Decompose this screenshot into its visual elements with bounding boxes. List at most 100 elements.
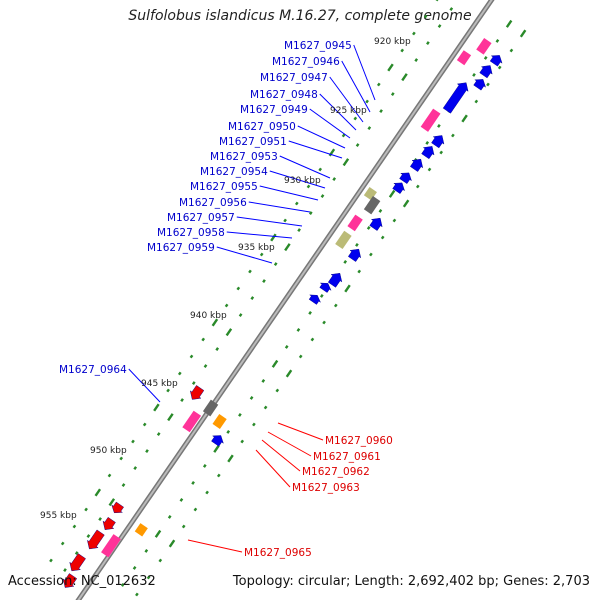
cds-arrow[interactable] (60, 572, 79, 591)
rna-feature[interactable] (101, 534, 121, 558)
cds-arrow[interactable] (409, 155, 427, 172)
scale-tick (250, 296, 255, 301)
orange-feature[interactable] (212, 414, 227, 429)
leader-line (267, 431, 312, 457)
forward-gene-label[interactable]: M1627_0958 (157, 227, 225, 239)
scale-tick (423, 14, 428, 19)
scale-tick (427, 167, 432, 172)
cds-arrow[interactable] (210, 432, 226, 448)
reverse-gene-label[interactable]: M1627_0960 (325, 435, 393, 447)
cds-arrow[interactable] (442, 79, 472, 114)
scale-tick (497, 65, 502, 70)
leader-line (216, 246, 273, 264)
rna-feature[interactable] (347, 214, 363, 232)
forward-gene-label[interactable]: M1627_0953 (210, 151, 278, 163)
cds-arrow[interactable] (478, 62, 496, 79)
scale-tick (296, 327, 301, 332)
cds-arrow[interactable] (187, 384, 206, 403)
forward-gene-label[interactable]: M1627_0954 (200, 166, 268, 178)
scale-tick (472, 72, 476, 77)
scale-tick (412, 31, 416, 36)
forward-gene-label[interactable]: M1627_0951 (219, 136, 287, 148)
cds-arrow[interactable] (318, 280, 333, 294)
label-leader-lines (128, 44, 376, 553)
scale-tick (224, 303, 229, 308)
scale-tick (318, 167, 323, 172)
cds-arrow[interactable] (100, 516, 118, 533)
cds-arrow[interactable] (472, 76, 488, 92)
forward-gene-label[interactable]: M1627_0950 (228, 121, 296, 133)
forward-gene-label[interactable]: M1627_0964 (59, 364, 127, 376)
scale-tick (426, 41, 430, 46)
forward-gene-label[interactable]: M1627_0956 (179, 197, 247, 209)
cds-arrow[interactable] (327, 270, 346, 289)
reverse-gene-label[interactable]: M1627_0961 (313, 451, 381, 463)
rna-feature[interactable] (456, 50, 472, 66)
scale-tick (119, 456, 124, 461)
scale-tick (240, 439, 245, 444)
scale-tick (306, 184, 311, 189)
scale-tick (226, 429, 231, 434)
scale-tick (379, 109, 383, 114)
scale-tick (181, 524, 186, 529)
scale-tick (380, 235, 385, 240)
scale-tick (86, 534, 91, 539)
cds-arrow[interactable] (347, 245, 365, 262)
scale-tick (353, 116, 358, 121)
scale-tick (211, 318, 219, 327)
scale-tick (142, 422, 147, 427)
leader-line (226, 231, 293, 239)
cds-arrow[interactable] (84, 529, 106, 553)
scale-tick (167, 413, 174, 422)
scale-tick (310, 337, 315, 342)
forward-gene-label[interactable]: M1627_0957 (167, 212, 235, 224)
cds-arrow[interactable] (109, 501, 125, 517)
scale-tick (144, 548, 149, 553)
orange-feature[interactable] (134, 523, 148, 537)
rna-feature[interactable] (476, 37, 492, 55)
olive-feature[interactable] (363, 187, 377, 201)
forward-gene-label[interactable]: M1627_0947 (260, 72, 328, 84)
scale-tick (271, 359, 279, 368)
olive-feature[interactable] (335, 230, 352, 250)
cds-arrow[interactable] (489, 52, 505, 68)
forward-gene-label[interactable]: M1627_0948 (250, 89, 318, 101)
cds-arrow[interactable] (398, 169, 414, 185)
cds-arrow[interactable] (391, 179, 407, 195)
scale-tick (519, 29, 527, 38)
cds-arrow[interactable] (430, 132, 448, 149)
reverse-gene-label[interactable]: M1627_0963 (292, 482, 360, 494)
forward-gene-label[interactable]: M1627_0946 (272, 56, 340, 68)
scale-tick (369, 252, 373, 257)
forward-gene-label[interactable]: M1627_0949 (240, 104, 308, 116)
reverse-gene-label[interactable]: M1627_0962 (302, 466, 370, 478)
cds-arrow[interactable] (66, 552, 87, 574)
scale-tick (400, 48, 405, 53)
gray-feature[interactable] (202, 399, 219, 417)
scale-tick (390, 92, 395, 97)
gray-feature[interactable] (363, 196, 381, 215)
rna-feature[interactable] (182, 410, 202, 433)
scale-tick (179, 497, 184, 502)
scale-tick (263, 405, 268, 410)
scale-tick (191, 381, 196, 386)
scale-tick (343, 259, 348, 264)
cds-arrow[interactable] (368, 214, 386, 231)
forward-gene-label[interactable]: M1627_0945 (284, 40, 352, 52)
accession-text: Accession: NC_012632 (8, 574, 156, 589)
forward-gene-label[interactable]: M1627_0955 (190, 181, 258, 193)
scale-tick (225, 328, 233, 337)
reverse-gene-label[interactable]: M1627_0965 (244, 547, 312, 559)
rna-feature[interactable] (420, 108, 441, 132)
scale-tick (284, 344, 289, 349)
scale-tick (193, 507, 198, 512)
cds-arrow[interactable] (307, 292, 322, 306)
scale-label: 925 kbp (330, 106, 367, 116)
leader-line (329, 76, 364, 123)
cds-arrow[interactable] (420, 143, 438, 160)
scale-tick (298, 354, 303, 359)
scale-tick (131, 439, 135, 444)
forward-gene-label[interactable]: M1627_0959 (147, 242, 215, 254)
genome-backbone (75, 0, 495, 600)
